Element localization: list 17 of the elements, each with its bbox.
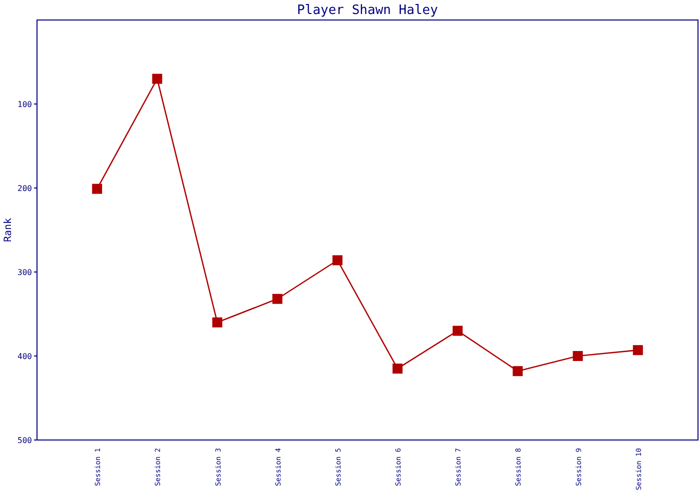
chart-title: Player Shawn Haley bbox=[297, 3, 438, 18]
point bbox=[572, 351, 583, 361]
y-tick-label: 200 bbox=[18, 184, 32, 193]
point bbox=[92, 184, 102, 194]
point bbox=[212, 317, 222, 328]
y-tick-label: 500 bbox=[18, 436, 32, 445]
point bbox=[452, 326, 463, 336]
point bbox=[152, 74, 162, 84]
point bbox=[512, 366, 523, 376]
point bbox=[632, 345, 643, 356]
y-tick-label: 400 bbox=[18, 352, 32, 361]
point bbox=[332, 255, 342, 266]
y-tick-label: 100 bbox=[18, 100, 32, 109]
y-axis-title: Rank bbox=[3, 218, 14, 242]
point bbox=[392, 364, 403, 374]
y-tick-label: 300 bbox=[18, 268, 32, 277]
point bbox=[272, 294, 282, 304]
